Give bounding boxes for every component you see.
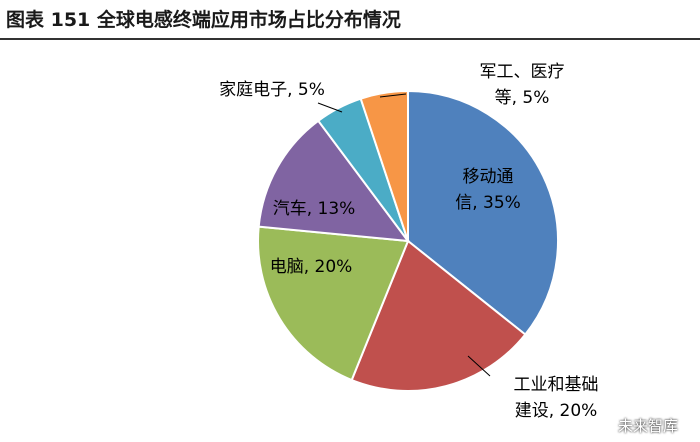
slice-label-line: 移动通 xyxy=(463,167,514,187)
pie-slice-0 xyxy=(407,89,559,336)
watermark-text: 未来智库 xyxy=(617,417,678,435)
slice-label-1: 工业和基础建设, 20% xyxy=(514,375,599,421)
leader-line-5 xyxy=(379,93,407,98)
pie-slice-3 xyxy=(257,119,411,243)
pie-slice-5 xyxy=(359,89,409,242)
slice-label-line: 等, 5% xyxy=(495,88,550,108)
title-bar: 图表 151 全球电感终端应用市场占比分布情况 xyxy=(0,0,700,40)
slice-label-line: 汽车, 13% xyxy=(273,199,356,219)
chart-title: 图表 151 全球电感终端应用市场占比分布情况 xyxy=(6,9,401,31)
slice-label-line: 家庭电子, 5% xyxy=(219,80,325,100)
pie-slice-1 xyxy=(350,239,527,392)
title-divider xyxy=(0,38,700,40)
leader-line-1 xyxy=(467,355,491,377)
slice-label-4: 家庭电子, 5% xyxy=(219,80,325,100)
slice-label-0: 移动通信, 35% xyxy=(455,167,521,213)
slice-label-2: 电脑, 20% xyxy=(270,257,353,277)
slice-label-line: 信, 35% xyxy=(455,193,521,213)
slice-label-3: 汽车, 13% xyxy=(273,199,356,219)
pie-slice-2 xyxy=(257,225,410,382)
slice-label-line: 工业和基础 xyxy=(514,375,599,395)
slice-label-5: 军工、医疗等, 5% xyxy=(480,62,565,108)
slice-label-line: 建设, 20% xyxy=(515,401,598,421)
leader-line-4 xyxy=(317,102,343,113)
slice-label-line: 电脑, 20% xyxy=(270,257,353,277)
slice-label-line: 军工、医疗 xyxy=(480,62,565,82)
